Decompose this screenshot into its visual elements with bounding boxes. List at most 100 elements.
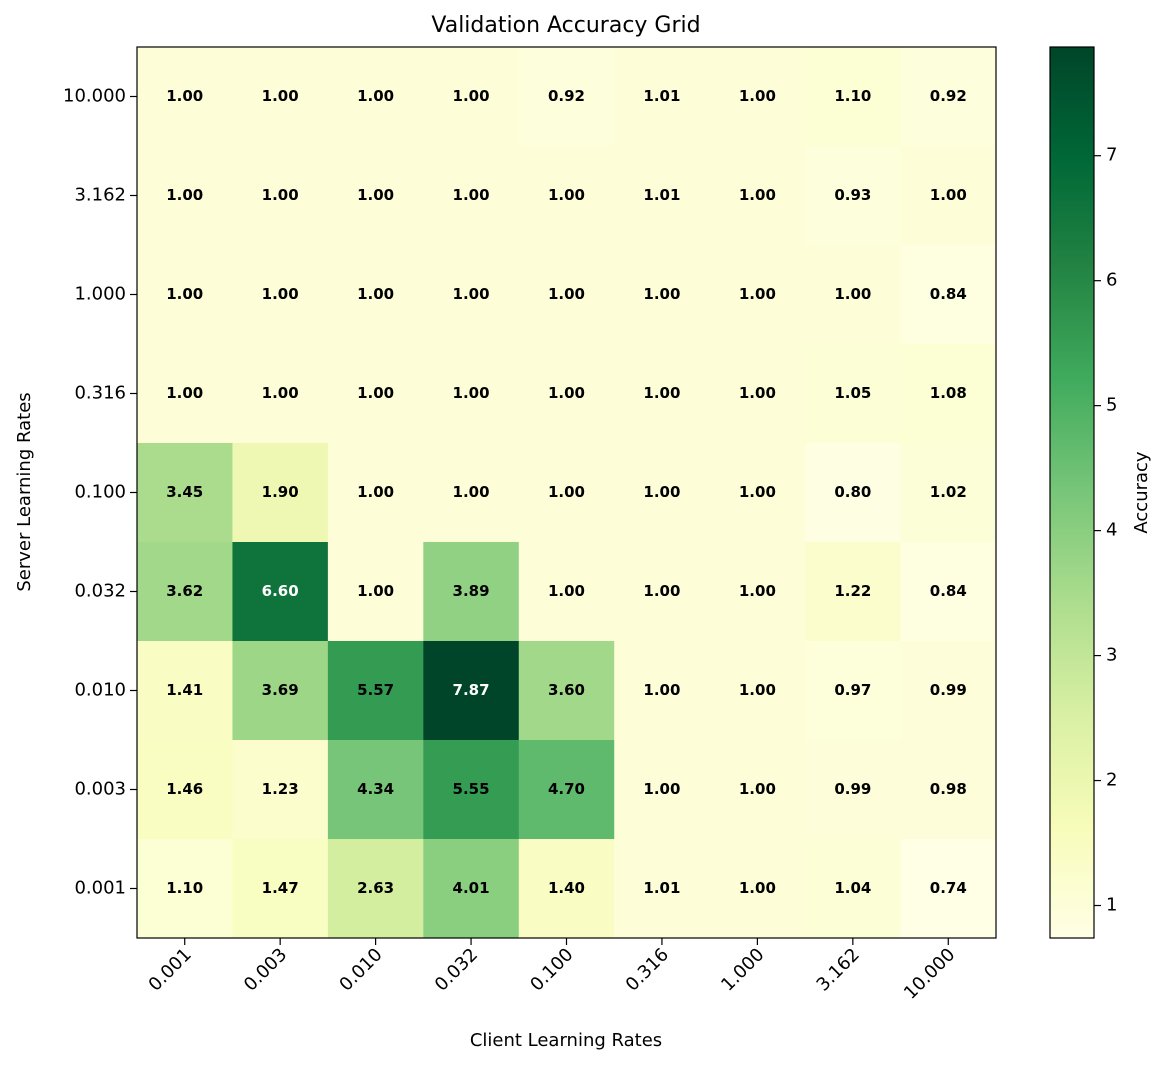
y-tick-label: 0.316 (74, 383, 126, 404)
heatmap-cell (614, 740, 711, 840)
heatmap-cell (900, 146, 997, 246)
value-label: 1.00 (357, 582, 394, 600)
heatmap-cell (137, 641, 233, 741)
value-label: 1.00 (739, 879, 776, 897)
value-label: 1.00 (739, 483, 776, 501)
value-label: 1.00 (357, 483, 394, 501)
heatmap-cell (805, 740, 902, 840)
heatmap-cell (423, 641, 520, 741)
value-label: 1.00 (548, 384, 585, 402)
heatmap-cell (709, 344, 806, 444)
x-tick-label: 10.000 (900, 944, 959, 1003)
heatmap-cell (137, 245, 233, 345)
heatmap-cell (805, 443, 902, 543)
value-label: 2.63 (357, 879, 394, 897)
heatmap-cell (327, 344, 424, 444)
value-label: 1.00 (357, 186, 394, 204)
value-label: 0.84 (930, 285, 967, 303)
y-tick-label: 1.000 (74, 284, 126, 305)
heatmap-cell (709, 740, 806, 840)
value-label: 1.00 (453, 384, 490, 402)
heatmap-cell (805, 641, 902, 741)
value-label: 1.01 (643, 879, 680, 897)
value-label: 1.01 (643, 186, 680, 204)
y-tick-label: 0.010 (74, 680, 126, 701)
value-label: 1.10 (166, 879, 203, 897)
value-label: 1.47 (262, 879, 299, 897)
colorbar-label: Accuracy (1131, 451, 1152, 534)
heatmap-cell (232, 47, 329, 147)
heatmap-cell (709, 245, 806, 345)
value-label: 1.00 (166, 186, 203, 204)
heatmap-cell (327, 740, 424, 840)
heatmap-cell (518, 344, 615, 444)
value-label: 4.34 (357, 780, 394, 798)
heatmap-cell (805, 47, 902, 147)
value-label: 1.22 (834, 582, 871, 600)
colorbar-tick-label: 1 (1106, 895, 1117, 916)
value-label: 1.00 (166, 384, 203, 402)
value-label: 0.97 (834, 681, 871, 699)
value-label: 1.00 (262, 384, 299, 402)
heatmap-cell (614, 443, 711, 543)
value-label: 1.00 (357, 384, 394, 402)
value-label: 1.41 (166, 681, 203, 699)
value-label: 0.74 (930, 879, 967, 897)
value-label: 0.99 (834, 780, 871, 798)
heatmap-cell (137, 146, 233, 246)
x-tick-label: 0.010 (335, 944, 386, 995)
heatmap-cell (423, 245, 520, 345)
heatmap-cell (232, 245, 329, 345)
value-label: 3.62 (166, 582, 203, 600)
value-label: 1.90 (262, 483, 299, 501)
heatmap-cell (805, 146, 902, 246)
value-label: 1.05 (834, 384, 871, 402)
heatmap-cell (232, 740, 329, 840)
heatmap-cell (518, 47, 615, 147)
heatmap-cell (709, 542, 806, 642)
value-label: 1.00 (739, 384, 776, 402)
value-label: 1.04 (834, 879, 871, 897)
heatmap-cell (900, 839, 997, 939)
heatmap-cell (423, 344, 520, 444)
heatmap-cell (900, 344, 997, 444)
heatmap-cell (900, 542, 997, 642)
value-label: 1.08 (930, 384, 967, 402)
value-label: 1.00 (548, 285, 585, 303)
value-label: 1.02 (930, 483, 967, 501)
heatmap-cell (900, 641, 997, 741)
y-tick-label: 0.003 (74, 779, 126, 800)
heatmap-cell (232, 443, 329, 543)
heatmap-cell (614, 47, 711, 147)
value-label: 1.00 (548, 483, 585, 501)
value-label: 3.45 (166, 483, 203, 501)
heatmap-cell (709, 839, 806, 939)
heatmap-cell (327, 542, 424, 642)
value-label: 0.80 (834, 483, 871, 501)
heatmap-cell (423, 740, 520, 840)
heatmap-cell (518, 542, 615, 642)
heatmap-cell (518, 839, 615, 939)
value-label: 1.00 (166, 87, 203, 105)
heatmap-cell (137, 542, 233, 642)
value-label: 1.00 (357, 285, 394, 303)
x-tick-label: 0.316 (622, 944, 673, 995)
heatmap-cell (423, 839, 520, 939)
value-label: 1.00 (643, 780, 680, 798)
heatmap-cell (232, 839, 329, 939)
heatmap-cell (805, 839, 902, 939)
heatmap-cell (327, 641, 424, 741)
heatmap-cell (232, 641, 329, 741)
value-label: 1.00 (739, 780, 776, 798)
colorbar-tick-label: 4 (1106, 520, 1117, 541)
value-label: 3.60 (548, 681, 585, 699)
y-axis-title: Server Learning Rates (14, 392, 35, 591)
value-label: 6.60 (262, 582, 299, 600)
value-label: 0.84 (930, 582, 967, 600)
heatmap-cell (137, 443, 233, 543)
value-label: 1.00 (643, 582, 680, 600)
value-label: 1.46 (166, 780, 203, 798)
value-label: 1.00 (262, 285, 299, 303)
value-label: 4.01 (453, 879, 490, 897)
heatmap-cell (614, 641, 711, 741)
